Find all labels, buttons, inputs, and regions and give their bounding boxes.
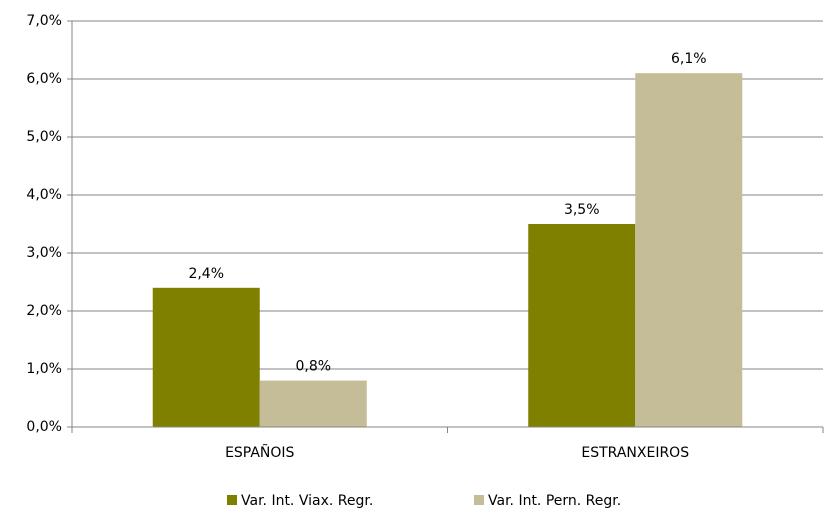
x-tick-label: ESPAÑOIS <box>225 444 294 461</box>
y-tick-label: 2,0% <box>26 303 62 319</box>
bar <box>528 224 636 427</box>
y-tick-label: 7,0% <box>26 13 62 29</box>
y-tick-label: 3,0% <box>26 245 62 261</box>
bar <box>152 287 260 427</box>
legend-swatch <box>474 495 484 505</box>
y-tick-label: 0,0% <box>26 419 62 435</box>
y-tick-label: 5,0% <box>26 129 62 145</box>
data-label: 2,4% <box>188 266 224 282</box>
legend-swatch <box>227 495 237 505</box>
bar <box>259 380 367 427</box>
legend-label: Var. Int. Viax. Regr. <box>241 493 373 509</box>
data-label: 3,5% <box>564 202 600 218</box>
legend-label: Var. Int. Pern. Regr. <box>488 493 621 509</box>
y-tick-label: 4,0% <box>26 187 62 203</box>
data-label: 6,1% <box>671 51 707 67</box>
y-tick-label: 6,0% <box>26 71 62 87</box>
bar <box>635 73 743 427</box>
y-tick-label: 1,0% <box>26 361 62 377</box>
data-label: 0,8% <box>295 359 331 375</box>
x-tick-label: ESTRANXEIROS <box>581 445 689 461</box>
